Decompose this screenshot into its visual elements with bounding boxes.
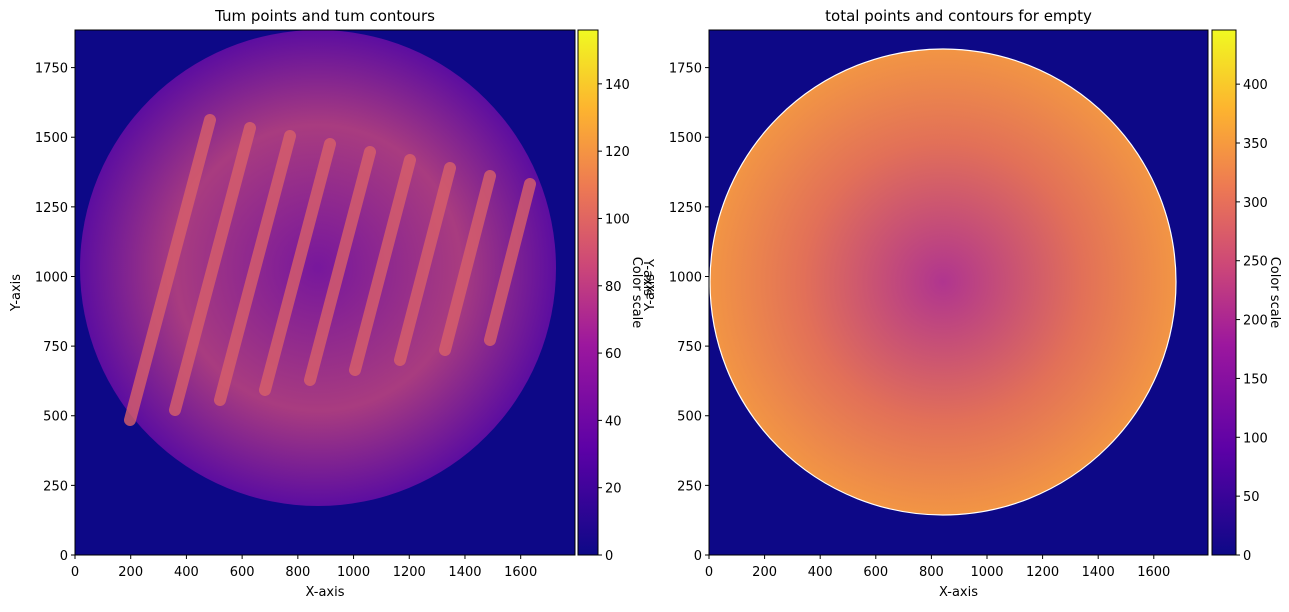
tissue-region bbox=[80, 30, 556, 506]
y-tick-label: 0 bbox=[694, 549, 702, 564]
colorbar-tick-label: 150 bbox=[1243, 372, 1268, 387]
y-tick-label: 1000 bbox=[35, 270, 68, 285]
chart-title: total points and contours for empty bbox=[825, 7, 1092, 25]
x-tick-label: 1400 bbox=[448, 565, 481, 580]
x-tick-label: 1000 bbox=[337, 565, 370, 580]
colorbar-tick-label: 50 bbox=[1243, 490, 1260, 505]
y-tick-label: 250 bbox=[677, 479, 702, 494]
x-tick-label: 200 bbox=[752, 565, 777, 580]
y-tick-label: 1250 bbox=[669, 201, 702, 216]
axes-frame bbox=[708, 29, 1209, 556]
x-axis-label: X-axis bbox=[939, 585, 978, 600]
colorbar-tick-label: 20 bbox=[605, 482, 622, 497]
y-tick-label: 1750 bbox=[35, 62, 68, 77]
x-tick-label: 1000 bbox=[970, 565, 1003, 580]
x-axis-label: X-axis bbox=[306, 585, 345, 600]
x-tick-label: 600 bbox=[863, 565, 888, 580]
colorbar-label: Color scale bbox=[629, 257, 644, 329]
tumor-band bbox=[214, 130, 296, 406]
x-tick-label: 1200 bbox=[393, 565, 426, 580]
x-tick-label: 1600 bbox=[1137, 565, 1170, 580]
y-tick-label: 1250 bbox=[35, 201, 68, 216]
x-tick-label: 600 bbox=[230, 565, 255, 580]
y-tick-label: 500 bbox=[43, 410, 68, 425]
colorbar-tick-label: 400 bbox=[1243, 78, 1268, 93]
x-tick-label: 800 bbox=[285, 565, 310, 580]
x-tick-label: 1200 bbox=[1026, 565, 1059, 580]
x-tick-label: 1600 bbox=[504, 565, 537, 580]
tumor-band bbox=[124, 114, 216, 426]
y-tick-label: 750 bbox=[43, 340, 68, 355]
y-tick-label: 1750 bbox=[669, 62, 702, 77]
tumor-band bbox=[169, 122, 256, 416]
colorbar-tick-label: 120 bbox=[605, 145, 630, 160]
tissue-region bbox=[709, 48, 1177, 516]
tumor-band bbox=[349, 154, 416, 376]
colorbar-tick-label: 140 bbox=[605, 78, 630, 93]
colorbar-tick-label: 60 bbox=[605, 347, 622, 362]
chart-title: Tum points and tum contours bbox=[214, 7, 435, 25]
x-tick-label: 200 bbox=[118, 565, 143, 580]
y-tick-label: 250 bbox=[43, 479, 68, 494]
colorbar bbox=[1211, 29, 1237, 556]
x-tick-label: 1400 bbox=[1082, 565, 1115, 580]
colorbar bbox=[577, 29, 599, 556]
x-tick-label: 0 bbox=[71, 565, 79, 580]
colorbar-label: Color scale bbox=[1267, 257, 1282, 329]
colorbar-tick-label: 250 bbox=[1243, 255, 1268, 270]
tumor-band bbox=[484, 178, 536, 346]
tumor-band bbox=[304, 146, 376, 386]
x-tick-label: 400 bbox=[174, 565, 199, 580]
colorbar-tick-label: 0 bbox=[1243, 549, 1251, 564]
tumor-band bbox=[259, 138, 336, 396]
tumor-band bbox=[439, 170, 496, 356]
y-tick-label: 750 bbox=[677, 340, 702, 355]
x-tick-label: 800 bbox=[919, 565, 944, 580]
y-tick-label: 500 bbox=[677, 410, 702, 425]
x-tick-label: 0 bbox=[705, 565, 713, 580]
colorbar-tick-label: 200 bbox=[1243, 314, 1268, 329]
colorbar-tick-label: 40 bbox=[605, 414, 622, 429]
colorbar-tick-label: 80 bbox=[605, 280, 622, 295]
y-axis-label: Y-axis bbox=[9, 274, 24, 312]
stray-axis-label: Y-axis bbox=[640, 258, 655, 296]
colorbar-tick-label: 300 bbox=[1243, 196, 1268, 211]
x-tick-label: 400 bbox=[808, 565, 833, 580]
colorbar-tick-label: 0 bbox=[605, 549, 613, 564]
colorbar-tick-label: 100 bbox=[605, 212, 630, 227]
colorbar-tick-label: 350 bbox=[1243, 137, 1268, 152]
y-tick-label: 0 bbox=[60, 549, 68, 564]
tumor-band bbox=[394, 162, 456, 366]
y-tick-label: 1000 bbox=[669, 270, 702, 285]
axes-frame bbox=[74, 29, 576, 556]
colorbar-tick-label: 100 bbox=[1243, 431, 1268, 446]
y-axis-label: Y-axis bbox=[643, 274, 658, 312]
y-tick-label: 1500 bbox=[669, 131, 702, 146]
y-tick-label: 1500 bbox=[35, 131, 68, 146]
